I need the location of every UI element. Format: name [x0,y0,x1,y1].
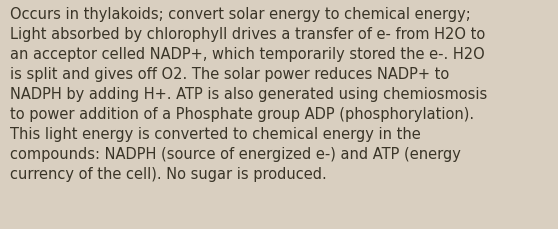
Text: Occurs in thylakoids; convert solar energy to chemical energy;
Light absorbed by: Occurs in thylakoids; convert solar ener… [10,7,487,181]
